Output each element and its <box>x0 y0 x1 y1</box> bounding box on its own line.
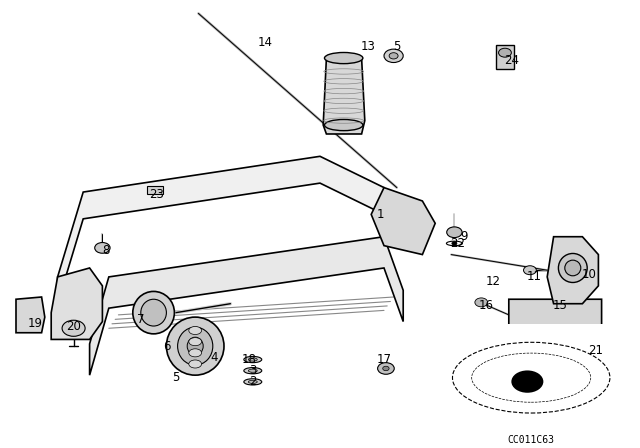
Polygon shape <box>58 156 384 304</box>
Circle shape <box>95 242 110 253</box>
Ellipse shape <box>187 337 204 355</box>
Text: 3: 3 <box>249 364 257 377</box>
Text: 4: 4 <box>211 351 218 364</box>
Ellipse shape <box>324 120 363 131</box>
Text: 23: 23 <box>149 188 164 201</box>
Circle shape <box>452 241 457 245</box>
Text: 22: 22 <box>450 237 465 250</box>
Circle shape <box>384 49 403 63</box>
Text: 11: 11 <box>527 271 542 284</box>
Circle shape <box>62 320 85 336</box>
Text: 1: 1 <box>377 208 385 221</box>
Ellipse shape <box>189 338 202 346</box>
Bar <box>147 186 163 194</box>
Circle shape <box>524 266 536 275</box>
Text: 5: 5 <box>172 371 180 384</box>
Ellipse shape <box>141 299 166 326</box>
Ellipse shape <box>189 349 202 357</box>
Ellipse shape <box>244 357 262 363</box>
Circle shape <box>389 53 398 59</box>
Text: 14: 14 <box>258 36 273 49</box>
Text: 20: 20 <box>66 319 81 332</box>
Text: 5: 5 <box>393 40 401 53</box>
Circle shape <box>383 366 389 370</box>
Circle shape <box>447 227 462 237</box>
Polygon shape <box>509 299 602 358</box>
Text: 18: 18 <box>242 353 257 366</box>
Polygon shape <box>547 237 598 304</box>
Text: 17: 17 <box>376 353 392 366</box>
Text: 2: 2 <box>249 375 257 388</box>
Text: 8: 8 <box>102 244 109 257</box>
Ellipse shape <box>564 260 581 276</box>
Circle shape <box>475 298 488 307</box>
Ellipse shape <box>133 291 174 334</box>
Text: 19: 19 <box>28 317 43 330</box>
Text: 12: 12 <box>485 275 500 288</box>
Polygon shape <box>90 237 403 375</box>
Ellipse shape <box>244 379 262 385</box>
Ellipse shape <box>324 52 363 64</box>
Ellipse shape <box>189 327 202 335</box>
Ellipse shape <box>248 369 257 372</box>
Ellipse shape <box>248 380 257 383</box>
Text: 16: 16 <box>479 299 494 312</box>
Text: 13: 13 <box>360 40 376 53</box>
Text: 6: 6 <box>163 340 170 353</box>
Polygon shape <box>16 297 45 333</box>
Text: 10: 10 <box>581 268 596 281</box>
Polygon shape <box>371 188 435 254</box>
Ellipse shape <box>248 358 257 361</box>
Ellipse shape <box>558 254 588 283</box>
Bar <box>573 344 592 355</box>
Circle shape <box>378 363 394 374</box>
Bar <box>496 45 514 69</box>
Text: CC011C63: CC011C63 <box>508 435 555 445</box>
Ellipse shape <box>178 327 212 365</box>
Text: 24: 24 <box>504 54 520 67</box>
Circle shape <box>511 370 543 393</box>
Ellipse shape <box>244 367 262 374</box>
Text: 21: 21 <box>588 344 603 357</box>
Polygon shape <box>51 268 102 340</box>
Polygon shape <box>323 58 365 134</box>
Ellipse shape <box>166 317 224 375</box>
Text: 7: 7 <box>137 313 145 326</box>
Circle shape <box>499 48 511 57</box>
Ellipse shape <box>189 360 202 368</box>
Text: 9: 9 <box>460 230 468 243</box>
Text: 15: 15 <box>552 299 568 312</box>
Bar <box>432 324 630 431</box>
